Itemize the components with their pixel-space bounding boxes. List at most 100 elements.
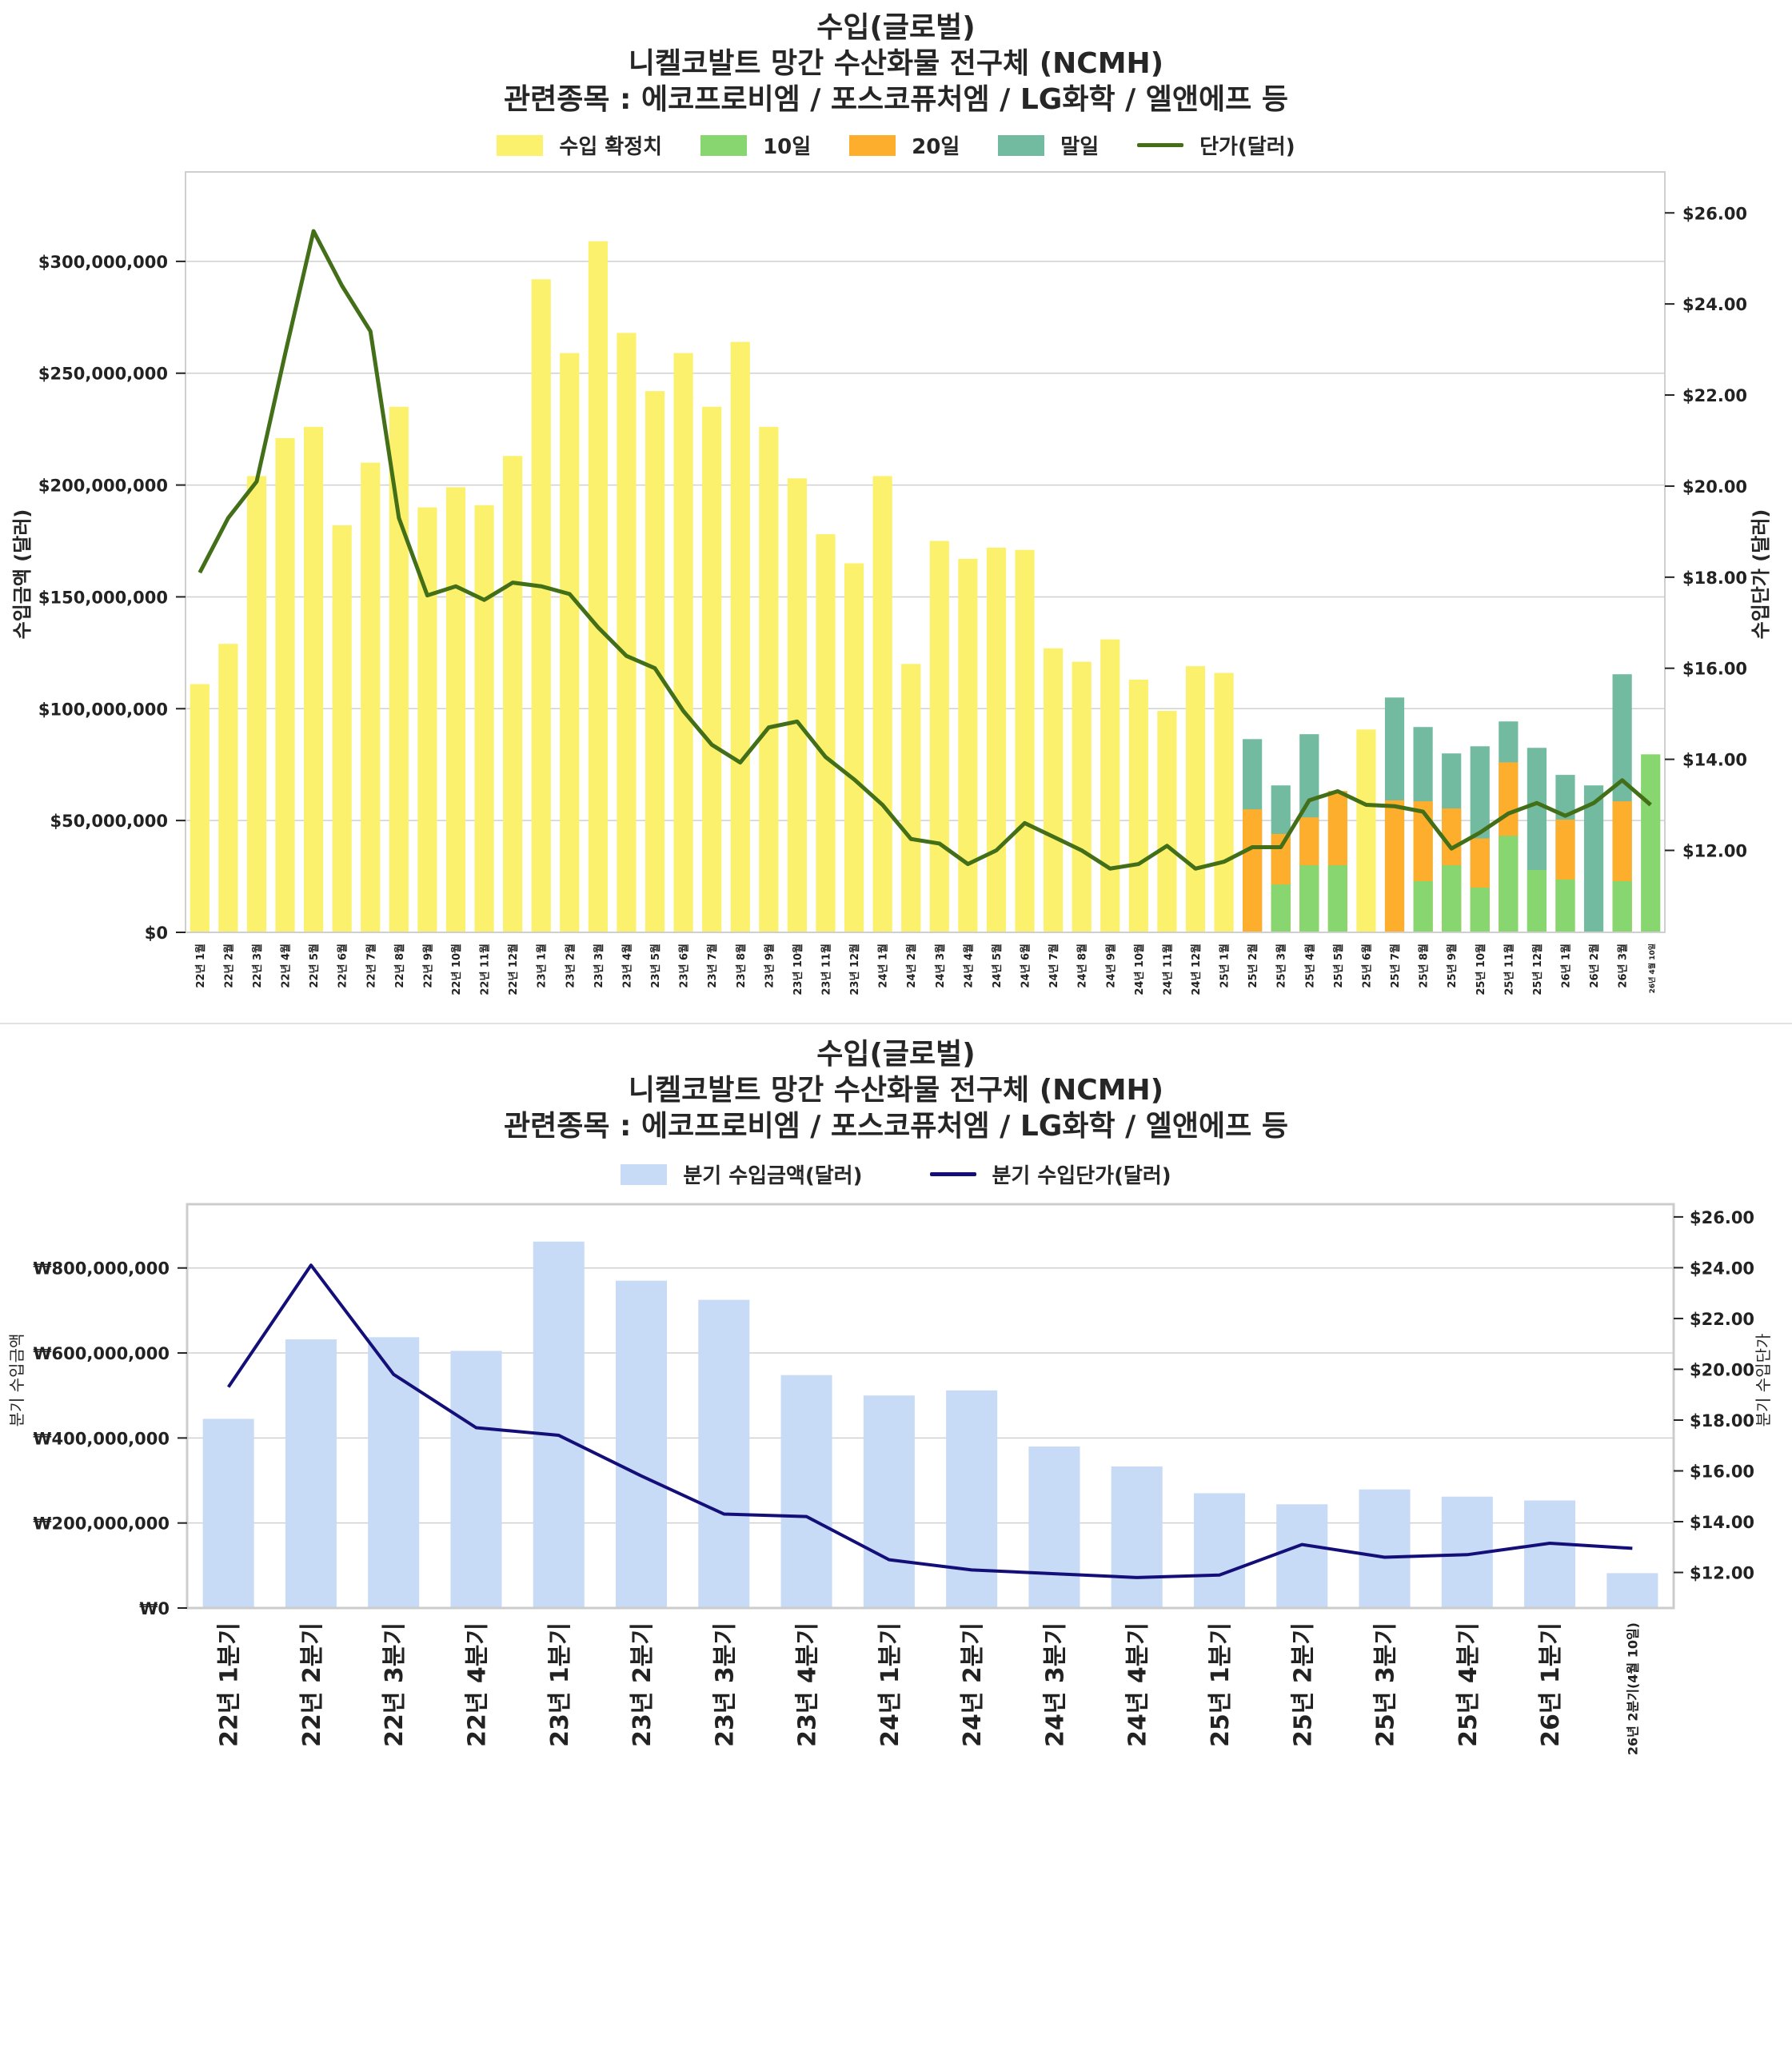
x-tick-label: 25년 1월 <box>1219 944 1231 988</box>
bar-confirmed <box>730 341 750 932</box>
x-tick-label: 22년 2월 <box>222 944 235 988</box>
bar-10th <box>1271 884 1291 932</box>
legend-line <box>929 1172 976 1176</box>
y2-tick-label: $16.00 <box>1682 660 1747 679</box>
x-tick-label: 22년 12월 <box>507 944 520 996</box>
y-tick-label: $250,000,000 <box>38 365 168 384</box>
x-tick-label: 23년 2월 <box>564 944 577 988</box>
bar-confirmed <box>190 684 210 932</box>
bar-10th <box>1555 879 1575 932</box>
legend-item-month-end[interactable]: 말일 <box>998 130 1099 160</box>
price-line-group <box>226 1263 1633 1579</box>
bar-quarter-amount <box>1193 1493 1245 1608</box>
legend-item-quarter-amount[interactable]: 분기 수입금액(달러) <box>621 1159 863 1189</box>
legend-item-unit-price[interactable]: 단가(달러) <box>1137 130 1295 160</box>
legend-swatch <box>849 134 896 156</box>
bar-confirmed <box>361 462 381 932</box>
x-tick-label: 25년 10월 <box>1475 944 1487 996</box>
bar-quarter-amount <box>863 1395 915 1608</box>
x-tick-label: 23년 9월 <box>763 944 776 988</box>
bar-quarter-amount <box>1524 1500 1576 1608</box>
title-line-2: 니켈코발트 망간 수산화물 전구체 (NCMH) <box>628 1074 1164 1107</box>
legend-item-confirmed[interactable]: 수입 확정치 <box>497 130 662 160</box>
x-tick-label: 23년 4월 <box>621 944 633 988</box>
quarterly-legend: 분기 수입금액(달러) 분기 수입단가(달러) <box>0 1159 1792 1189</box>
legend-swatch <box>998 134 1045 156</box>
plot-frame <box>186 1203 1675 1610</box>
x-tick-label: 24년 1월 <box>877 944 890 988</box>
bar-confirmed <box>1157 711 1177 932</box>
x-tick-label: 24년 5월 <box>991 944 1004 988</box>
legend-swatch <box>700 134 748 156</box>
x-tick-label: 24년 6월 <box>1020 944 1032 988</box>
x-tick-label: 22년 3분기 <box>381 1622 409 1747</box>
x-tick-label: 22년 3월 <box>251 944 264 988</box>
bar-10th <box>1413 880 1433 932</box>
x-tick-label: 23년 11월 <box>820 944 832 996</box>
bar-confirmed <box>1185 666 1206 932</box>
unit-price-line <box>198 229 1652 871</box>
x-tick-label: 25년 3월 <box>1275 944 1288 988</box>
x-tick-label: 24년 10월 <box>1133 944 1146 996</box>
bar-confirmed <box>702 406 722 932</box>
bar-10th <box>1641 754 1661 932</box>
y2-axis-label: 수입단가 (달러) <box>1750 509 1772 640</box>
bar-confirmed <box>332 525 352 932</box>
bar-confirmed <box>275 437 295 932</box>
bar-confirmed <box>389 406 409 932</box>
title-line-3: 관련종목 : 에코프로비엠 / 포스코퓨처엠 / LG화학 / 엘앤에프 등 <box>504 1110 1288 1143</box>
legend-swatch <box>497 134 544 156</box>
bar-10th <box>1327 865 1347 932</box>
x-tick-label: 24년 9월 <box>1104 944 1117 988</box>
x-tick-label: 26년 1분기 <box>1537 1622 1565 1747</box>
legend-label: 10일 <box>763 135 812 159</box>
bar-confirmed <box>787 478 807 932</box>
y2-tick-label: $18.00 <box>1682 569 1747 588</box>
bar-confirmed <box>531 279 551 933</box>
monthly-chart-title: 수입(글로벌) 니켈코발트 망간 수산화물 전구체 (NCMH) 관련종목 : … <box>0 10 1792 118</box>
x-tick-label: 23년 8월 <box>735 944 748 988</box>
x-tick-label: 22년 6월 <box>337 944 349 988</box>
bar-confirmed <box>872 476 892 932</box>
x-tick-label: 25년 2분기 <box>1289 1622 1317 1747</box>
x-tick-label: 22년 11월 <box>479 944 492 996</box>
quarterly-chart-panel: 수입(글로벌) 니켈코발트 망간 수산화물 전구체 (NCMH) 관련종목 : … <box>0 1025 1792 2047</box>
y2-tick-label: $20.00 <box>1682 477 1747 497</box>
x-tick-label: 22년 4월 <box>280 944 293 988</box>
x-tick-label: 24년 3월 <box>934 944 947 988</box>
bar-quarter-amount <box>1276 1504 1328 1608</box>
bar-confirmed <box>1044 648 1064 932</box>
x-tick-label: 26년 4월 10일 <box>1647 944 1657 993</box>
x-tick-label: 23년 3분기 <box>711 1622 739 1747</box>
x-tick-label: 26년 1월 <box>1559 944 1572 988</box>
bar-quarter-amount <box>1359 1489 1411 1608</box>
x-tick-label: 24년 8월 <box>1076 944 1089 988</box>
bar-10th <box>1612 880 1632 932</box>
legend-item-quarter-price[interactable]: 분기 수입단가(달러) <box>929 1159 1171 1189</box>
x-tick-label: 25년 7월 <box>1389 944 1402 988</box>
legend-item-20th[interactable]: 20일 <box>849 130 960 160</box>
y2-tick-label: $24.00 <box>1682 295 1747 314</box>
bar-quarter-amount <box>616 1280 668 1608</box>
legend-item-10th[interactable]: 10일 <box>700 130 811 160</box>
x-tick-label: 26년 2분기(4월 10일) <box>1625 1622 1640 1755</box>
y-tick-label: ₩800,000,000 <box>33 1259 170 1279</box>
y-tick-label: $0 <box>145 924 168 943</box>
bar-confirmed <box>1356 729 1376 932</box>
legend-line <box>1137 143 1184 147</box>
bar-confirmed <box>304 426 324 932</box>
bar-confirmed <box>503 456 523 932</box>
x-tick-label: 25년 8월 <box>1418 944 1431 988</box>
x-tick-label: 24년 4월 <box>962 944 975 988</box>
y2-tick-label: $14.00 <box>1682 751 1747 770</box>
x-tick-label: 24년 3분기 <box>1041 1622 1069 1747</box>
bar-confirmed <box>673 353 693 932</box>
bar-10th <box>1527 869 1547 932</box>
y2-tick-label: $14.00 <box>1690 1513 1754 1532</box>
y-tick-label: ₩0 <box>139 1599 170 1618</box>
x-tick-label: 24년 12월 <box>1190 944 1203 996</box>
x-tick-label: 25년 1분기 <box>1207 1622 1235 1747</box>
legend-label: 20일 <box>912 135 960 159</box>
legend-label: 말일 <box>1060 135 1100 159</box>
bar-10th <box>1442 865 1462 932</box>
